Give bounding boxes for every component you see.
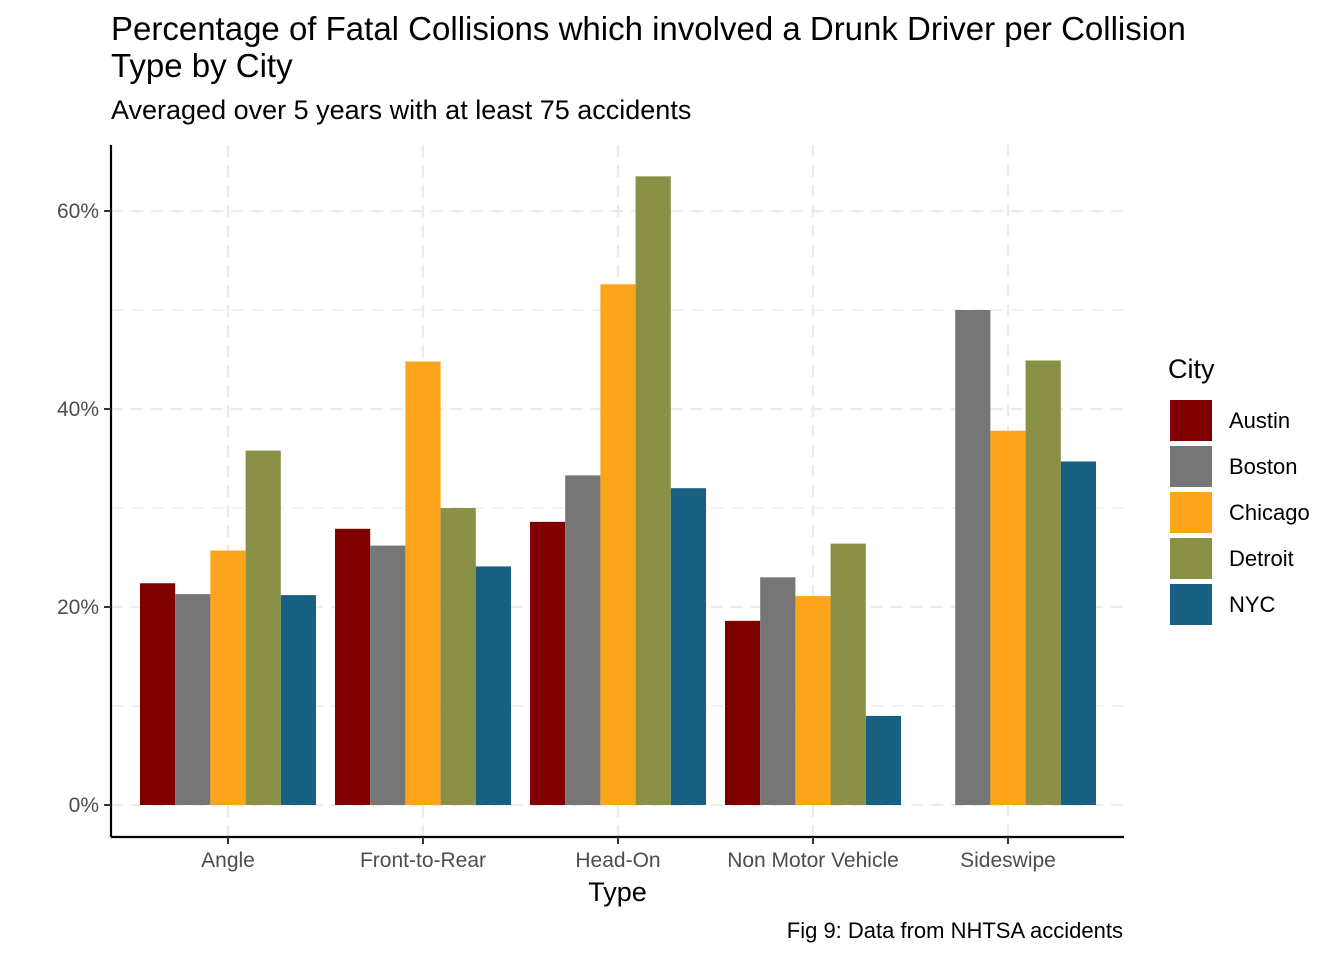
legend-swatch-chicago [1170,492,1212,533]
x-tick-label: Front-to-Rear [360,849,486,872]
bar-boston-front-to-rear [370,545,406,805]
bar-nyc-angle [280,595,316,805]
bar-boston-angle [175,594,211,805]
bar-chicago-head-on [600,284,636,805]
bars [140,176,1096,806]
bar-detroit-head-on [635,176,671,806]
x-tick-label: Non Motor Vehicle [727,849,899,872]
bar-detroit-sideswipe [1025,360,1061,805]
legend-swatch-austin [1170,400,1212,441]
chart-caption: Fig 9: Data from NHTSA accidents [786,918,1123,943]
bar-nyc-non-motor-vehicle [865,715,901,805]
legend-label-nyc: NYC [1229,592,1276,617]
legend-swatch-nyc [1170,584,1212,625]
x-tick-label: Sideswipe [960,849,1056,872]
chart-subtitle: Averaged over 5 years with at least 75 a… [111,95,692,125]
y-tick-label: 20% [57,596,99,619]
legend-label-austin: Austin [1229,408,1290,433]
bar-boston-head-on [565,475,601,805]
legend-title: City [1168,354,1215,384]
chart-title: Percentage of Fatal Collisions which inv… [111,10,1186,84]
bar-nyc-sideswipe [1060,461,1096,805]
bar-nyc-head-on [670,488,706,805]
axes: 0% 20% 40% 60% Angle Front-to-Rear Head-On Non … [57,145,1124,907]
bar-chicago-front-to-rear [405,361,441,805]
bar-detroit-angle [245,450,281,805]
bar-chicago-non-motor-vehicle [795,596,831,805]
legend-label-detroit: Detroit [1229,546,1294,571]
x-tick-label: Head-On [575,849,660,872]
x-axis-title: Type [588,877,647,907]
legend-label-boston: Boston [1229,454,1298,479]
bar-nyc-front-to-rear [475,566,511,805]
legend-swatch-detroit [1170,538,1212,579]
bar-detroit-front-to-rear [440,508,476,805]
x-tick-label: Angle [201,849,255,872]
bar-boston-sideswipe [955,310,991,805]
y-tick-label: 60% [57,200,99,223]
bar-austin-front-to-rear [335,528,371,805]
bar-austin-head-on [530,521,566,805]
y-tick-label: 0% [69,794,99,817]
bar-detroit-non-motor-vehicle [830,543,866,805]
legend: City Austin Boston Chicago Detroit NYC [1168,354,1310,625]
legend-label-chicago: Chicago [1229,500,1310,525]
bar-austin-non-motor-vehicle [725,620,761,805]
bar-austin-angle [140,583,176,805]
bar-chicago-angle [210,550,246,805]
bar-chicago-sideswipe [990,430,1026,805]
bar-boston-non-motor-vehicle [760,577,796,805]
legend-swatch-boston [1170,446,1212,487]
y-tick-label: 40% [57,398,99,421]
